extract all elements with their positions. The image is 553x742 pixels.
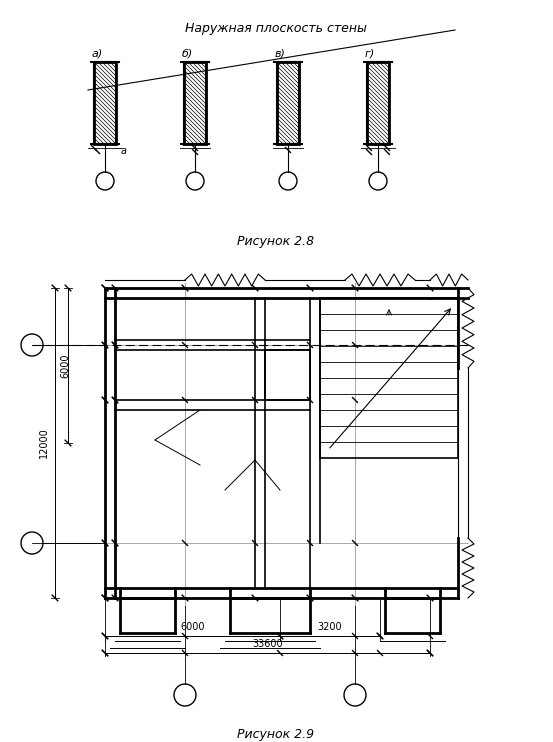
- Bar: [94, 62, 116, 144]
- Bar: [94, 62, 116, 144]
- Bar: [277, 62, 299, 144]
- Text: 12000: 12000: [39, 427, 49, 459]
- Text: б): б): [182, 49, 193, 59]
- Text: Наружная плоскость стены: Наружная плоскость стены: [185, 22, 367, 35]
- Bar: [184, 62, 206, 144]
- Text: Рисунок 2.9: Рисунок 2.9: [237, 728, 315, 741]
- Text: 6000: 6000: [180, 622, 205, 632]
- Bar: [184, 62, 206, 144]
- Text: 3200: 3200: [317, 622, 342, 632]
- Text: Рисунок 2.8: Рисунок 2.8: [237, 235, 315, 248]
- Text: в): в): [275, 49, 286, 59]
- Text: 6000: 6000: [60, 353, 70, 378]
- Text: а: а: [121, 146, 127, 156]
- Text: 33600: 33600: [252, 639, 283, 649]
- Bar: [277, 62, 299, 144]
- Bar: [367, 62, 389, 144]
- Text: г): г): [365, 49, 375, 59]
- Bar: [367, 62, 389, 144]
- Bar: [265, 350, 310, 400]
- Text: а): а): [92, 49, 103, 59]
